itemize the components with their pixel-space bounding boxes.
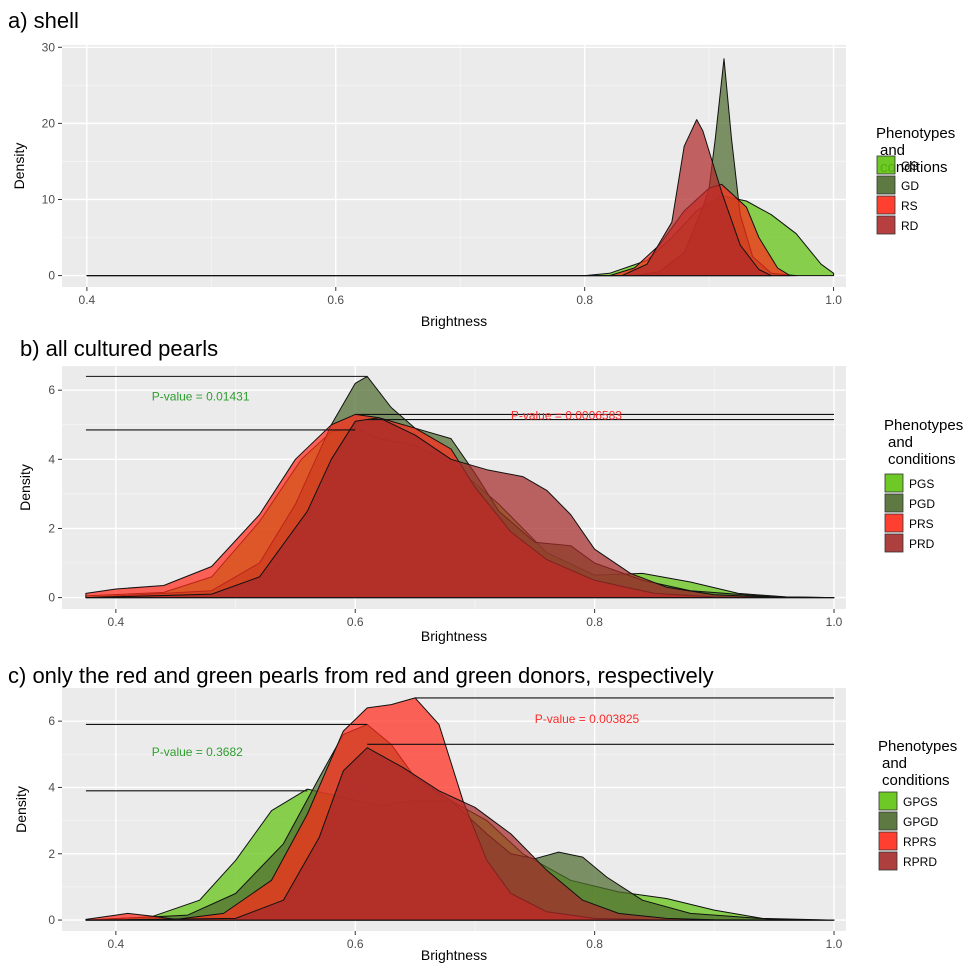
legend-key-rprd <box>878 851 898 871</box>
x-tick-label: 1.0 <box>826 937 843 951</box>
legend-title-line: and <box>882 755 907 772</box>
legend-label-prs: PRS <box>909 517 934 531</box>
legend-title-line: conditions <box>880 159 948 176</box>
y-tick-label: 10 <box>42 192 56 206</box>
legend-title: Phenotypes and conditions <box>884 417 963 468</box>
p-value-annotation: P-value = 0.003825 <box>535 712 640 726</box>
legend-key-prd <box>884 533 904 553</box>
panel-title: a) shell <box>8 8 79 33</box>
y-tick-label: 2 <box>48 847 55 861</box>
p-value-annotation: P-value = 0.0006583 <box>511 409 622 423</box>
legend-key-gs <box>876 155 896 175</box>
y-axis-label: Density <box>11 143 27 190</box>
legend-label-rprd: RPRD <box>903 855 937 869</box>
legend-label-gpgd: GPGD <box>903 815 939 829</box>
legend: Phenotypes and conditions GPGS GPGD RPRS RPRD <box>878 738 957 871</box>
x-tick-label: 0.6 <box>347 615 364 629</box>
legend-key-rprs <box>878 831 898 851</box>
y-tick-label: 20 <box>42 116 56 130</box>
legend-title: Phenotypes and conditions <box>878 738 957 789</box>
density-area-prd <box>85 417 835 599</box>
density-area-rd <box>86 119 772 277</box>
x-tick-label: 0.4 <box>108 615 125 629</box>
legend-key-gpgs <box>878 791 898 811</box>
x-tick-label: 0.8 <box>586 937 603 951</box>
legend-title-line: Phenotypes <box>876 125 955 142</box>
legend-title-line: and <box>880 142 905 159</box>
legend-label-rs: RS <box>901 199 918 213</box>
x-tick-label: 1.0 <box>825 293 842 307</box>
legend-label-rprs: RPRS <box>903 835 936 849</box>
panel-title: c) only the red and green pearls from re… <box>8 663 714 688</box>
legend-title-line: conditions <box>888 451 956 468</box>
legend-title-line: Phenotypes <box>878 738 957 755</box>
y-tick-label: 6 <box>48 383 55 397</box>
legend-key-prs <box>884 513 904 533</box>
legend-label-pgd: PGD <box>909 497 935 511</box>
legend-title-line: and <box>888 434 913 451</box>
x-tick-label: 0.4 <box>108 937 125 951</box>
y-tick-label: 30 <box>42 40 56 54</box>
legend-label-pgs: PGS <box>909 477 934 491</box>
legend: Phenotypes and conditions PGS PGD PRS PRD <box>884 417 963 553</box>
legend-title-line: Phenotypes <box>884 417 963 434</box>
y-tick-label: 6 <box>48 714 55 728</box>
legend-key-pgs <box>884 473 904 493</box>
legend-label-prd: PRD <box>909 537 935 551</box>
x-tick-label: 0.6 <box>327 293 344 307</box>
x-tick-label: 0.4 <box>79 293 96 307</box>
y-tick-label: 0 <box>48 269 55 283</box>
x-axis-label: Brightness <box>421 313 487 329</box>
legend-key-rd <box>876 215 896 235</box>
y-tick-label: 4 <box>48 452 55 466</box>
x-axis-label: Brightness <box>421 947 487 963</box>
panel-3: c) only the red and green pearls from re… <box>8 663 957 963</box>
legend-key-gd <box>876 175 896 195</box>
x-tick-label: 0.8 <box>586 615 603 629</box>
y-tick-label: 2 <box>48 521 55 535</box>
panel-1: a) shell 0.4 0.6 0.8 1.0 0 10 20 30 Brightness Den… <box>8 8 955 329</box>
legend-label-gs: GS <box>901 159 918 173</box>
legend-title-line: conditions <box>882 772 950 789</box>
legend-key-rs <box>876 195 896 215</box>
legend-label-gd: GD <box>901 179 919 193</box>
density-area-rprd <box>85 747 835 921</box>
y-axis-label: Density <box>17 464 33 511</box>
y-axis-label: Density <box>13 786 29 833</box>
legend-key-gpgd <box>878 811 898 831</box>
panel-2: b) all cultured pearls 0.4 0.6 0.8 1.0 0 2 4 6 P-… <box>17 336 963 644</box>
legend-label-rd: RD <box>901 219 919 233</box>
y-tick-label: 0 <box>48 591 55 605</box>
legend-label-gpgs: GPGS <box>903 795 938 809</box>
p-value-annotation: P-value = 0.01431 <box>152 390 250 404</box>
x-tick-label: 0.8 <box>576 293 593 307</box>
y-tick-label: 0 <box>48 913 55 927</box>
x-axis-label: Brightness <box>421 628 487 644</box>
x-tick-label: 1.0 <box>826 615 843 629</box>
y-tick-label: 4 <box>48 780 55 794</box>
p-value-annotation: P-value = 0.3682 <box>152 745 243 759</box>
panel-title: b) all cultured pearls <box>20 336 218 361</box>
x-tick-label: 0.6 <box>347 937 364 951</box>
legend-title: Phenotypes and conditions <box>876 125 955 176</box>
legend-key-pgd <box>884 493 904 513</box>
